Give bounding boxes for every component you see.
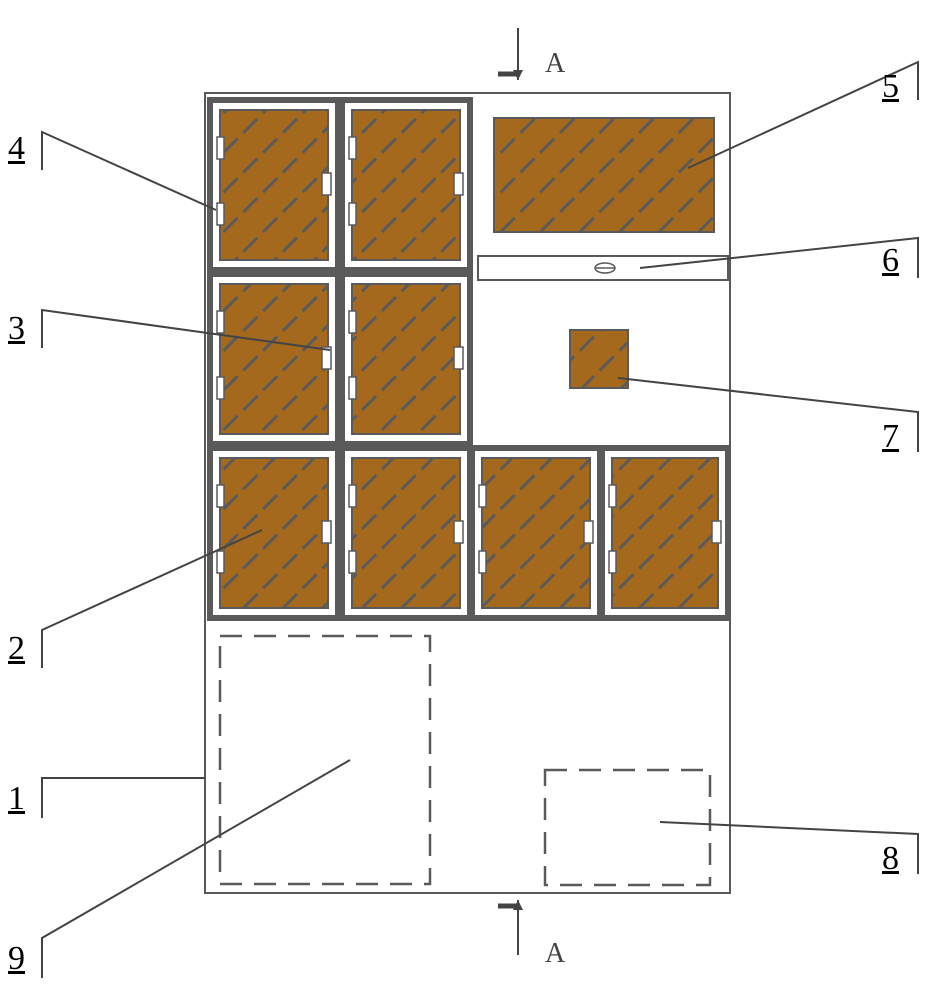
callout-label-3: 3 <box>8 310 25 348</box>
callout-label-2: 2 <box>8 630 25 668</box>
callout-label-5: 5 <box>882 68 899 106</box>
callout-label-1: 1 <box>8 780 25 818</box>
svg-text:A: A <box>545 48 566 79</box>
callout-label-4: 4 <box>8 130 25 168</box>
callout-label-8: 8 <box>882 840 899 878</box>
callout-label-9: 9 <box>8 940 25 978</box>
callout-label-6: 6 <box>882 242 899 280</box>
callout-label-7: 7 <box>882 418 899 456</box>
svg-text:A: A <box>545 938 566 969</box>
